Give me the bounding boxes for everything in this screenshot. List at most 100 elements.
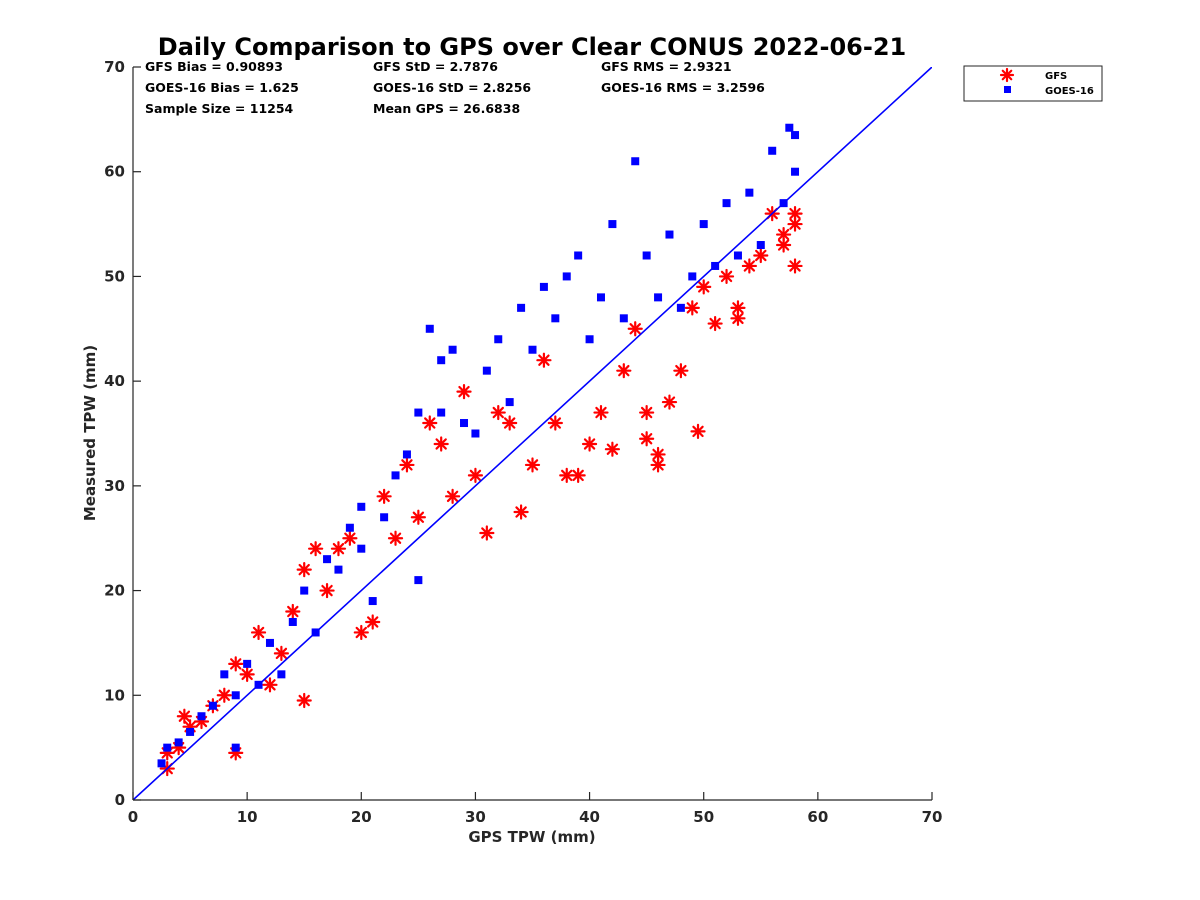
gfs-point [787,258,803,274]
goes16-point [334,565,343,574]
y-tick-label: 50 [104,267,125,285]
goes16-point [208,701,217,710]
goes16-point [174,738,183,747]
gfs-point [342,530,358,546]
x-axis-label: GPS TPW (mm) [468,828,595,846]
goes16-point [494,335,503,344]
gfs-point [730,300,746,316]
gfs-point [741,258,757,274]
goes16-point [676,303,685,312]
stat-goes-rms: GOES-16 RMS = 3.2596 [601,80,765,95]
legend-marker-gfs [999,67,1015,83]
goes16-point [551,314,560,323]
gfs-point [308,541,324,557]
gfs-point [696,279,712,295]
gfs-point [536,352,552,368]
goes16-point [186,727,195,736]
gfs-point [399,457,415,473]
gfs-point [228,656,244,672]
goes16-point [562,272,571,281]
gfs-point [639,404,655,421]
gfs-point [581,436,598,452]
gfs-point [216,687,232,703]
goes16-point [699,220,708,229]
gfs-point [176,708,192,724]
goes16-point [163,743,172,752]
goes16-point [414,576,423,585]
x-tick-label: 40 [579,808,600,826]
gfs-point [296,692,312,709]
goes16-point [745,188,754,197]
stat-gfs-rms: GFS RMS = 2.9321 [601,59,732,74]
gfs-point [513,504,529,520]
legend: GFS GOES-16 [963,65,1103,102]
goes16-point [277,670,286,679]
gfs-point [445,488,461,504]
goes16-point [539,282,548,291]
goes16-point [391,471,400,480]
gfs-point [570,467,586,483]
gfs-point [285,603,301,620]
goes16-point [722,199,731,208]
goes16-point [791,167,800,176]
y-axis-label: Measured TPW (mm) [81,345,99,521]
goes16-point [368,597,377,606]
goes16-point [220,670,229,679]
goes16-point [688,272,697,281]
gfs-point [273,645,289,662]
gfs-point [593,404,609,421]
gfs-point [433,436,449,452]
gfs-point [262,677,278,693]
gfs-series [159,206,803,777]
gfs-point [673,363,689,379]
goes16-point [785,123,794,132]
x-axis-ticks: 0 10 20 30 40 50 60 70 [128,792,943,826]
goes16-point [791,131,800,140]
x-tick-label: 60 [807,808,828,826]
legend-label-gfs: GFS [1045,71,1067,82]
goes16-point [288,617,297,626]
gfs-point [616,363,632,379]
goes16-point [517,303,526,312]
legend-label-goes16: GOES-16 [1045,86,1094,97]
gfs-point [604,441,621,457]
gfs-point [684,300,700,316]
y-tick-label: 0 [115,791,125,809]
gfs-point [690,423,706,440]
stat-gfs-std: GFS StD = 2.7876 [373,59,498,74]
gfs-point [296,562,312,578]
gfs-point [559,467,575,483]
goes16-point [231,691,240,700]
goes16-point [642,251,651,260]
x-tick-label: 50 [693,808,714,826]
goes16-point [505,398,514,407]
legend-marker-goes16 [1004,86,1011,93]
goes16-point [157,759,166,768]
gfs-point [422,415,438,431]
goes16-point [528,345,537,354]
stat-sample-size: Sample Size = 11254 [145,101,294,116]
gfs-point [479,525,495,541]
gfs-point [319,582,335,599]
goes16-point [482,366,491,375]
goes16-point [608,220,617,229]
chart-title: Daily Comparison to GPS over Clear CONUS… [158,33,906,61]
goes16-point [243,659,252,668]
stat-mean-gps: Mean GPS = 26.6838 [373,101,520,116]
x-tick-label: 70 [922,808,943,826]
goes16-point [437,356,446,365]
stat-goes-bias: GOES-16 Bias = 1.625 [145,80,299,95]
y-tick-label: 40 [104,372,125,390]
goes16-point [265,638,274,647]
goes16-point [357,544,366,553]
gfs-point [365,614,381,630]
gfs-point [787,206,803,222]
gfs-point [502,415,518,431]
gfs-point [330,541,347,557]
goes16-point [300,586,309,595]
y-tick-label: 20 [104,582,125,600]
gfs-point [490,404,506,421]
goes16-point [425,324,434,333]
gfs-point [730,310,746,326]
